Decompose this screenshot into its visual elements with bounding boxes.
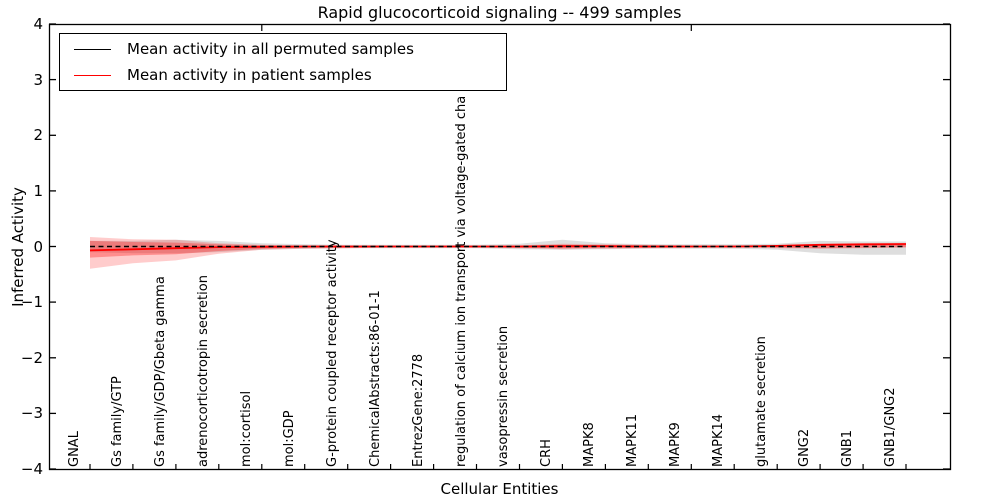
y-tick-label: −2	[20, 348, 43, 367]
legend-label-patient: Mean activity in patient samples	[127, 66, 372, 84]
entity-label: mol:GDP	[281, 410, 297, 467]
y-tick-label: −4	[20, 460, 43, 478]
entity-label: Gs family/GTP	[109, 376, 125, 467]
entity-label: CRH	[539, 439, 555, 467]
y-tick-label: 4	[33, 15, 43, 33]
entity-label: mol:cortisol	[238, 390, 254, 467]
entity-label: MAPK14	[711, 413, 727, 467]
entity-label: ChemicalAbstracts:86-01-1	[367, 290, 383, 467]
entity-label: vasopressin secretion	[496, 325, 512, 467]
entity-label: GNG2	[797, 428, 813, 467]
y-tick-label: −1	[20, 293, 43, 312]
entity-label: GNB1/GNG2	[883, 387, 898, 467]
y-tick-label: −3	[20, 404, 43, 423]
y-tick-label: 1	[33, 181, 43, 200]
entity-label: MAPK8	[582, 422, 598, 467]
entity-label: Gs family/GDP/Gbeta gamma	[152, 276, 168, 467]
x-axis-label: Cellular Entities	[440, 480, 559, 498]
y-tick-label: 2	[33, 126, 43, 145]
entity-label: MAPK11	[625, 413, 641, 467]
black-line-sample	[74, 48, 111, 50]
entity-label: adrenocorticotropin secretion	[195, 275, 211, 467]
entity-label: G-protein coupled receptor activity	[324, 239, 340, 467]
legend-row-patient: Mean activity in patient samples	[60, 62, 506, 88]
entity-label: GNB1	[840, 430, 856, 467]
legend: Mean activity in all permuted samples Me…	[59, 33, 507, 91]
y-tick-label: 3	[33, 70, 43, 89]
band-patient-range-inner	[90, 240, 906, 258]
y-tick-label: 0	[33, 237, 43, 256]
red-line-sample	[74, 74, 111, 76]
band-patient-range-outer	[90, 237, 906, 269]
entity-label: regulation of calcium ion transport via …	[453, 95, 469, 467]
entity-label: MAPK9	[668, 422, 684, 467]
entity-label: GNAL	[67, 431, 82, 467]
entity-label: glutamate secretion	[754, 336, 770, 467]
chart-title: Rapid glucocorticoid signaling -- 499 sa…	[317, 3, 682, 22]
entity-label: EntrezGene:2778	[410, 353, 426, 467]
legend-label-permuted: Mean activity in all permuted samples	[127, 40, 414, 58]
legend-row-permuted: Mean activity in all permuted samples	[60, 36, 506, 62]
